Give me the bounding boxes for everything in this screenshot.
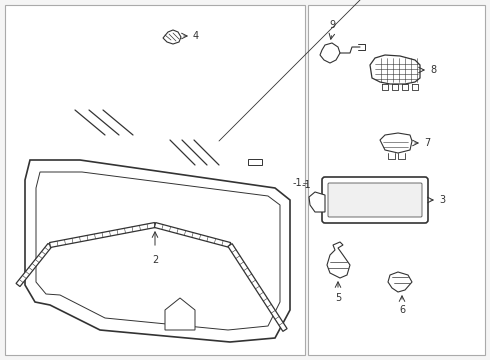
Text: -1: -1 [293,178,302,188]
Polygon shape [16,243,52,287]
Polygon shape [228,244,287,331]
Text: 2: 2 [152,255,158,265]
Text: 6: 6 [399,305,405,315]
Polygon shape [49,222,155,247]
Polygon shape [320,43,340,63]
Polygon shape [327,242,350,278]
Text: 4: 4 [193,31,199,41]
Polygon shape [380,133,412,153]
Polygon shape [388,272,412,292]
Text: 9: 9 [329,20,335,30]
Bar [5,5,305,355]
Text: 5: 5 [335,293,341,303]
Polygon shape [25,160,290,342]
FancyBboxPatch shape [328,183,422,217]
Text: 3: 3 [439,195,445,205]
Bar [308,5,485,355]
Polygon shape [309,192,325,212]
Polygon shape [165,298,195,330]
Polygon shape [154,222,231,247]
Text: 8: 8 [430,65,436,75]
Polygon shape [163,30,181,44]
FancyBboxPatch shape [322,177,428,223]
Polygon shape [370,55,420,84]
Text: -1: -1 [302,180,312,190]
Bar [248,159,262,165]
Text: 7: 7 [424,138,430,148]
